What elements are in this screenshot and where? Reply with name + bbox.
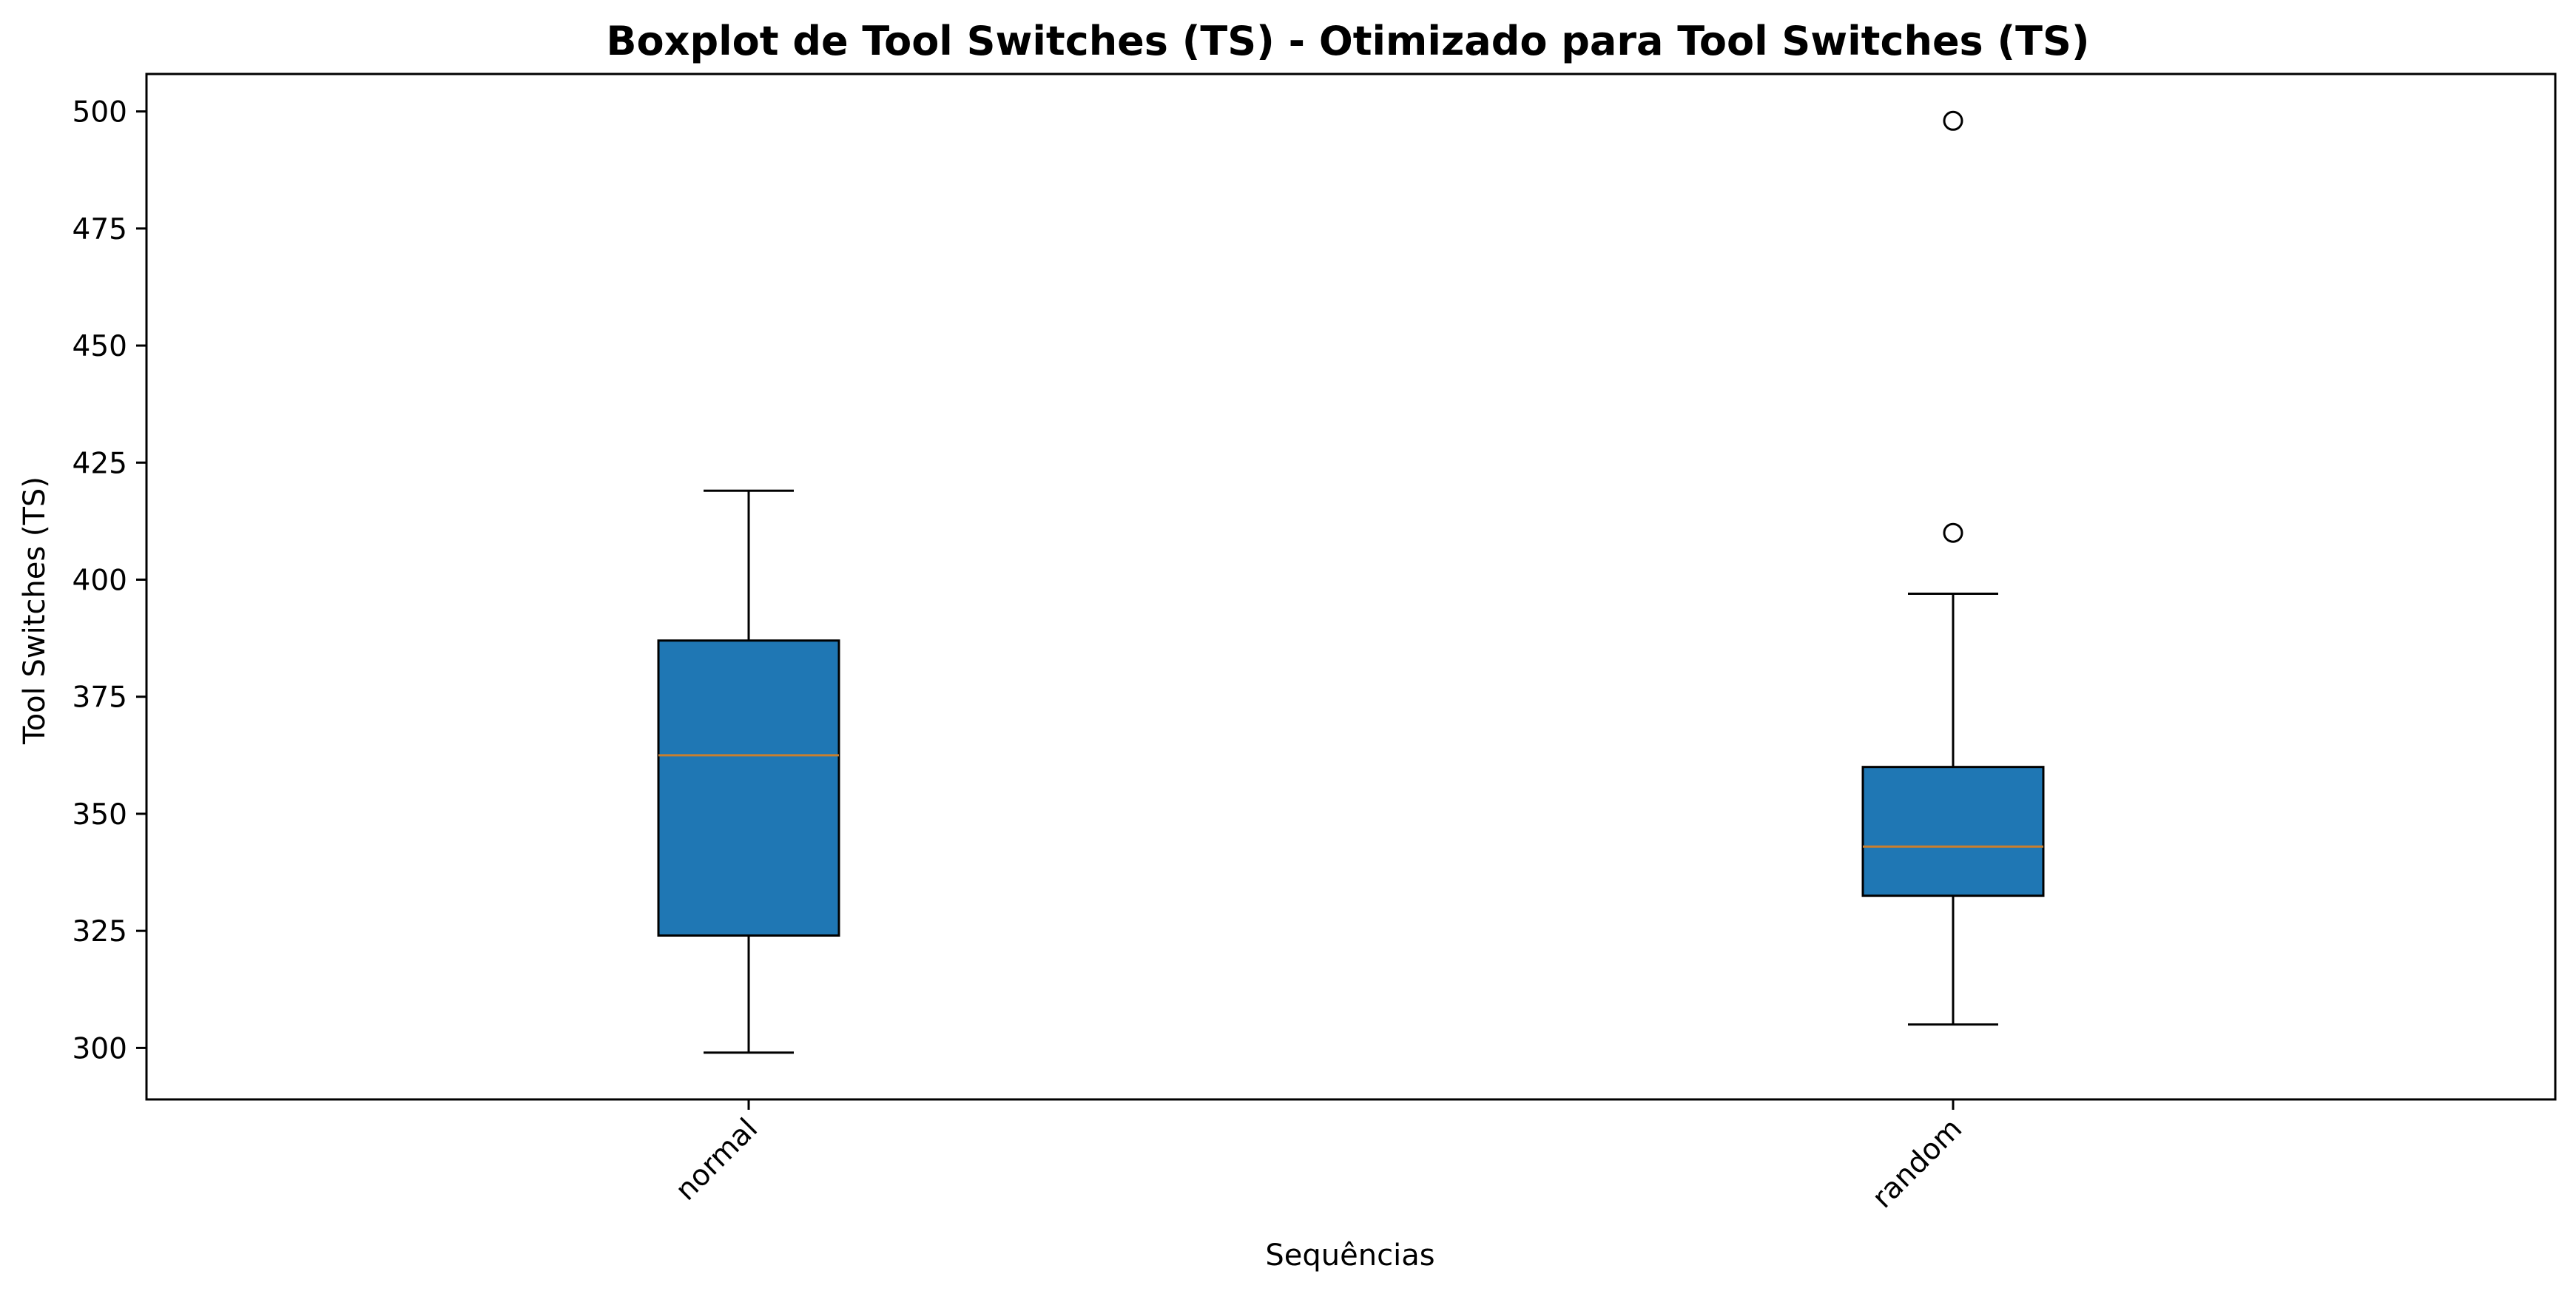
y-tick-label: 450 <box>73 330 127 363</box>
y-axis-label: Tool Switches (TS) <box>18 476 52 745</box>
y-tick-label: 300 <box>73 1032 127 1065</box>
x-axis-ticks: normal random <box>670 1099 1969 1215</box>
box-normal <box>657 489 840 1054</box>
outlier-point <box>1943 522 1963 543</box>
chart-title: Boxplot de Tool Switches (TS) - Otimizad… <box>606 18 2089 64</box>
x-tick-label-normal: normal <box>670 1112 764 1207</box>
y-tick-label: 400 <box>73 565 127 598</box>
iqr-box <box>1861 766 2045 897</box>
y-tick-label: 325 <box>73 915 127 948</box>
plot-area-frame <box>145 73 2557 1101</box>
y-axis-ticks: 300 325 350 375 400 425 450 475 500 <box>73 96 146 1065</box>
y-tick-label: 500 <box>73 96 127 129</box>
outlier-point <box>1943 110 1963 131</box>
box-group <box>657 110 2045 1054</box>
y-tick-label: 475 <box>73 213 127 246</box>
iqr-box <box>657 639 840 937</box>
y-tick-label: 375 <box>73 681 127 715</box>
y-tick-label: 350 <box>73 798 127 832</box>
y-tick-label: 425 <box>73 447 127 480</box>
x-tick-label-random: random <box>1866 1112 1969 1215</box>
box-random <box>1861 110 2045 1026</box>
x-axis-label: Sequências <box>1265 1239 1434 1273</box>
